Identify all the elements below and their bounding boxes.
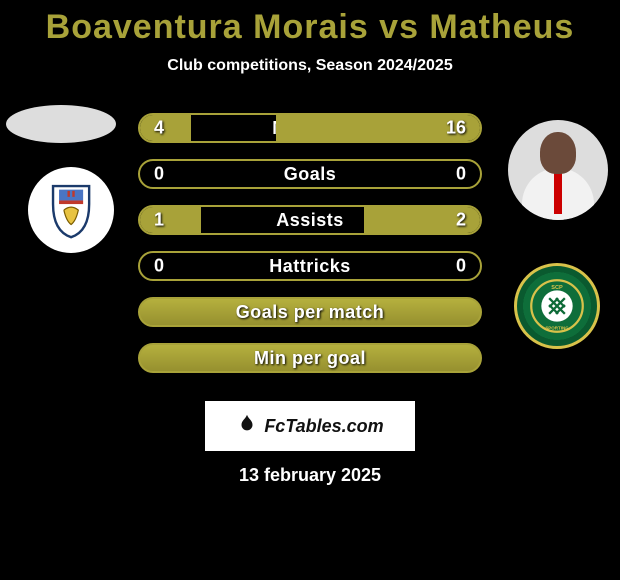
stat-bar-goals-per-match: Goals per match [138, 297, 482, 327]
stat-right-value: 0 [456, 256, 466, 277]
page-subtitle: Club competitions, Season 2024/2025 [0, 57, 620, 75]
club-left-badge [28, 167, 114, 253]
stat-left-value: 0 [154, 256, 164, 277]
comparison-panel: SCP SPORTING 4Matches16 0 Goals 0 1 Assists 2 0… [0, 105, 620, 385]
stat-label: Hattricks [269, 256, 351, 277]
player-right-avatar [508, 120, 608, 220]
svg-text:SCP: SCP [551, 285, 563, 291]
stat-fill-left [140, 207, 201, 233]
footer-date: 13 february 2025 [0, 465, 620, 486]
brand-badge: FcTables.com [205, 401, 415, 451]
club-left-crest-icon [41, 180, 101, 240]
stat-left-value: 4 [154, 118, 164, 139]
stat-bar-assists: 1 Assists 2 [138, 205, 482, 235]
stat-bar-goals: 0 Goals 0 [138, 159, 482, 189]
stat-bar-matches: 4Matches16 [138, 113, 482, 143]
svg-text:SPORTING: SPORTING [545, 326, 569, 331]
stat-left-value: 0 [154, 164, 164, 185]
stat-label: Goals [284, 164, 337, 185]
brand-icon [236, 413, 258, 440]
stat-right-value: 0 [456, 164, 466, 185]
brand-label: FcTables.com [264, 416, 383, 437]
club-right-badge: SCP SPORTING [514, 263, 600, 349]
stat-label: Min per goal [254, 348, 366, 369]
stat-left-value: 1 [154, 210, 164, 231]
stat-bar-min-per-goal: Min per goal [138, 343, 482, 373]
stat-right-value: 2 [456, 210, 466, 231]
player-left-avatar [6, 105, 116, 143]
stat-label: Goals per match [236, 302, 385, 323]
club-right-crest-icon: SCP SPORTING [529, 278, 585, 334]
stat-right-value: 16 [446, 118, 466, 139]
stat-bars: 4Matches16 0 Goals 0 1 Assists 2 0 Hattricks 0 Goa… [138, 113, 482, 389]
stat-label: Assists [276, 210, 344, 231]
page-title: Boaventura Morais vs Matheus [0, 0, 620, 47]
stat-bar-hattricks: 0 Hattricks 0 [138, 251, 482, 281]
stat-fill-left [140, 115, 191, 141]
